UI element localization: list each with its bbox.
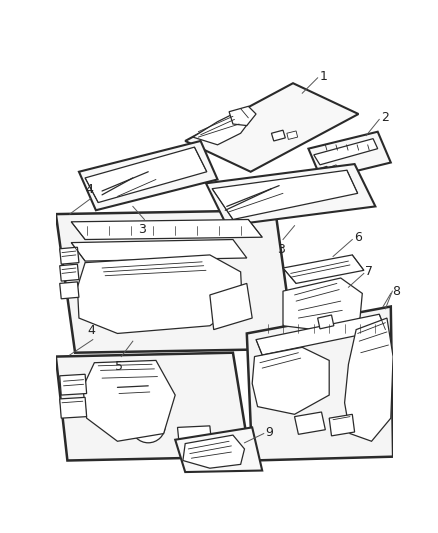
Circle shape xyxy=(139,417,158,435)
Text: 6: 6 xyxy=(354,231,362,245)
Polygon shape xyxy=(314,139,378,165)
Polygon shape xyxy=(252,348,329,414)
Polygon shape xyxy=(329,414,355,436)
Circle shape xyxy=(169,166,181,178)
Polygon shape xyxy=(60,264,79,281)
Circle shape xyxy=(131,409,165,443)
Polygon shape xyxy=(71,220,262,239)
Polygon shape xyxy=(193,110,252,145)
Circle shape xyxy=(322,182,336,196)
Polygon shape xyxy=(79,141,218,210)
Text: 1: 1 xyxy=(320,70,328,83)
Polygon shape xyxy=(183,435,244,468)
Circle shape xyxy=(144,279,153,288)
Polygon shape xyxy=(308,132,391,180)
Text: 4: 4 xyxy=(85,183,93,196)
Polygon shape xyxy=(283,278,362,332)
Text: 3: 3 xyxy=(277,243,285,256)
Text: 4: 4 xyxy=(87,324,95,336)
Polygon shape xyxy=(185,83,358,172)
Polygon shape xyxy=(206,164,375,225)
Polygon shape xyxy=(247,306,393,461)
Circle shape xyxy=(167,287,176,296)
Polygon shape xyxy=(60,282,79,299)
Text: 8: 8 xyxy=(392,285,400,297)
Polygon shape xyxy=(71,239,247,261)
Polygon shape xyxy=(60,398,87,418)
Text: 9: 9 xyxy=(265,425,273,439)
Polygon shape xyxy=(175,427,262,472)
Polygon shape xyxy=(56,210,294,353)
Polygon shape xyxy=(330,165,338,173)
Circle shape xyxy=(215,461,221,467)
Text: 5: 5 xyxy=(115,360,123,374)
Polygon shape xyxy=(210,284,252,329)
Polygon shape xyxy=(85,147,207,203)
Circle shape xyxy=(144,298,153,308)
Polygon shape xyxy=(294,412,325,434)
Polygon shape xyxy=(287,131,298,140)
Text: 7: 7 xyxy=(365,265,373,278)
Polygon shape xyxy=(78,255,242,334)
Text: 3: 3 xyxy=(138,223,146,236)
Polygon shape xyxy=(283,255,364,284)
Polygon shape xyxy=(56,353,250,461)
Polygon shape xyxy=(256,314,385,355)
Polygon shape xyxy=(177,426,212,443)
Circle shape xyxy=(212,459,223,470)
Polygon shape xyxy=(212,170,358,220)
Polygon shape xyxy=(60,374,87,395)
Polygon shape xyxy=(272,130,285,141)
Polygon shape xyxy=(60,247,79,264)
Polygon shape xyxy=(83,360,175,441)
Polygon shape xyxy=(345,318,393,441)
Polygon shape xyxy=(229,106,256,126)
Text: 2: 2 xyxy=(381,111,389,124)
Polygon shape xyxy=(319,166,328,175)
Polygon shape xyxy=(318,315,334,329)
